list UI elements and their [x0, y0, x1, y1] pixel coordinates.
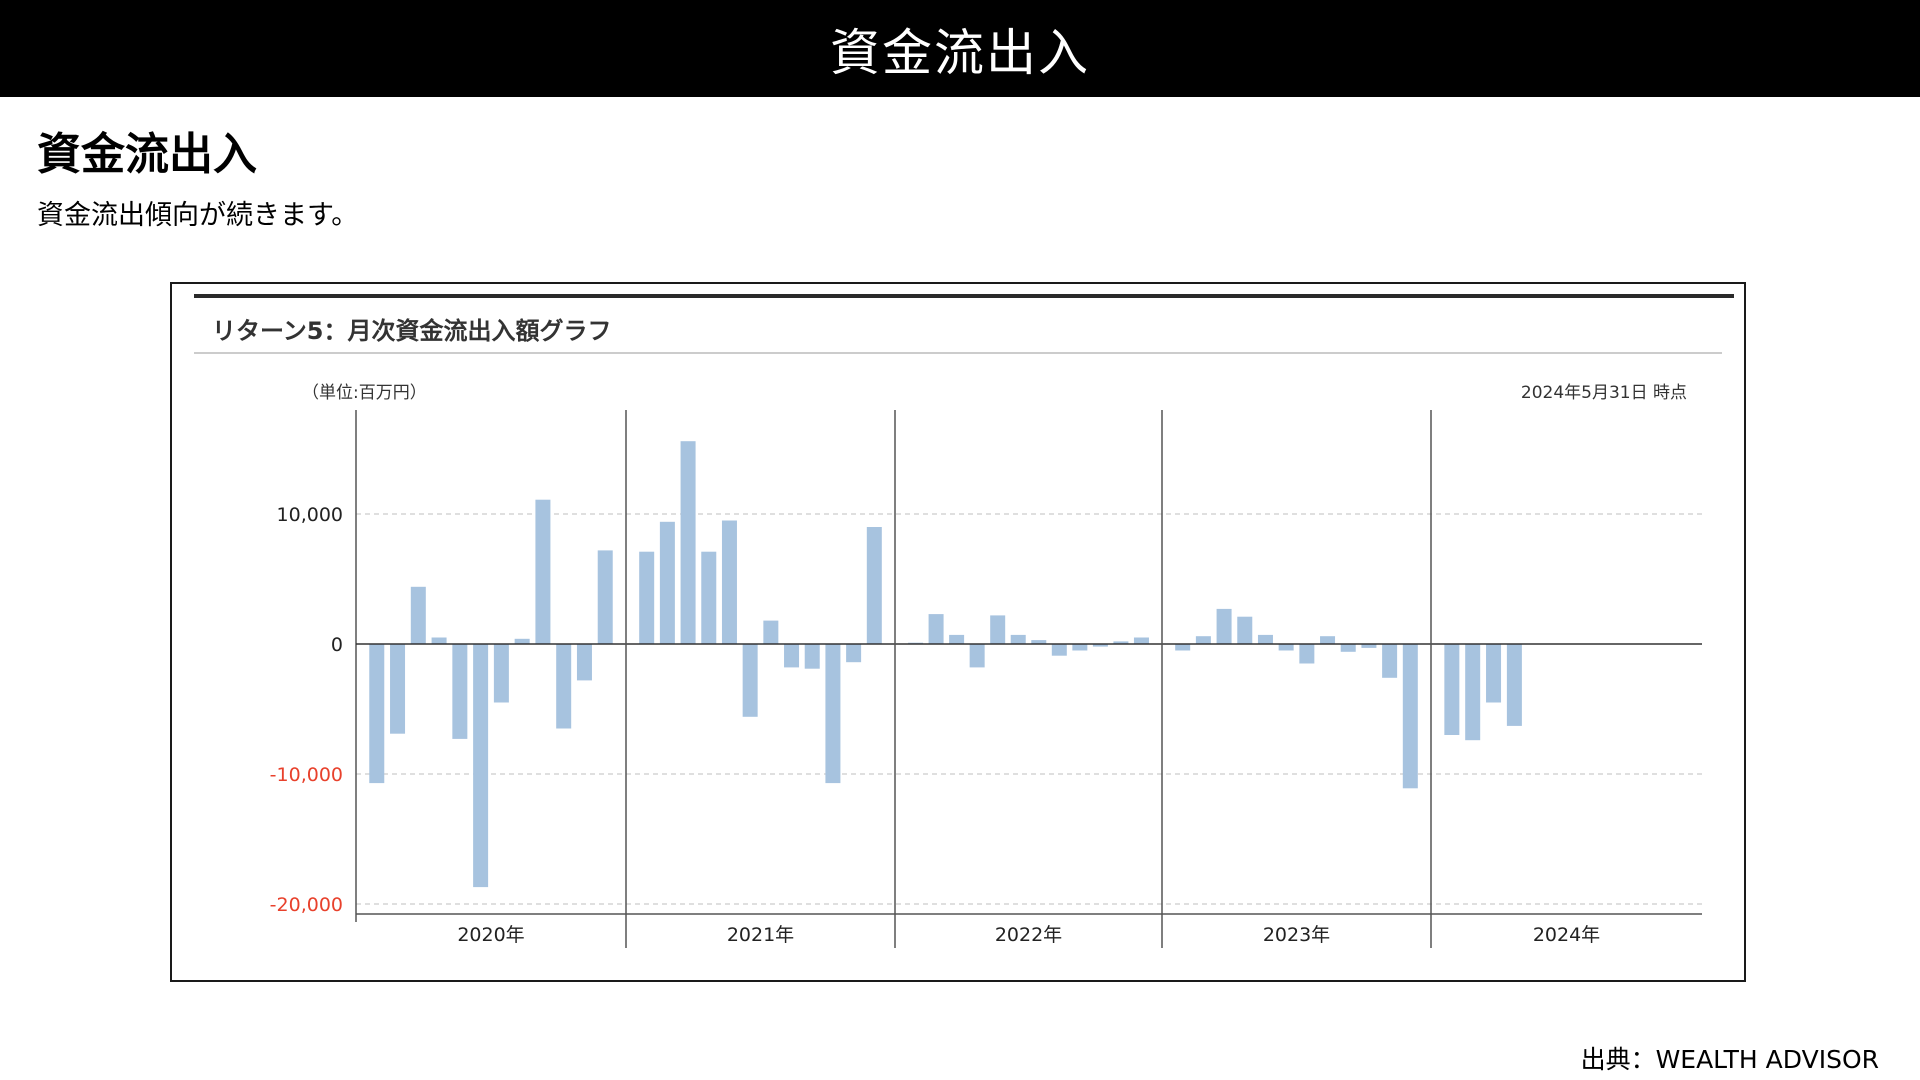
- bar-2022-05: [990, 615, 1006, 644]
- chart-unit-label: （単位:百万円）: [302, 383, 427, 403]
- bar-2020-11: [576, 644, 592, 681]
- bar-2020-08: [514, 638, 530, 644]
- y-tick-label: 0: [331, 634, 343, 656]
- bar-2023-12: [1402, 644, 1418, 789]
- bar-2023-01: [1175, 644, 1191, 651]
- bar-2021-12: [866, 527, 882, 644]
- bar-2020-05: [452, 644, 468, 739]
- bar-2022-12: [1133, 637, 1149, 644]
- header-title: 資金流出入: [830, 23, 1090, 82]
- bar-2021-07: [763, 620, 779, 644]
- bar-2020-12: [597, 550, 613, 644]
- bar-2022-06: [1010, 634, 1026, 644]
- y-tick-labels: 10,000 0 -10,000 -20,000: [270, 504, 343, 916]
- bar-2023-07: [1299, 644, 1315, 664]
- bar-2023-03: [1216, 608, 1232, 644]
- bar-2022-04: [969, 644, 985, 668]
- bar-2024-04: [1506, 644, 1522, 726]
- x-tick-labels: 2020年 2021年 2022年 2023年 2024年: [457, 924, 1600, 946]
- bar-2021-05: [721, 520, 737, 644]
- bar-2021-06: [742, 644, 758, 717]
- bar-2020-10: [556, 644, 572, 729]
- bar-2020-03: [410, 586, 426, 644]
- bar-2022-10: [1092, 644, 1108, 647]
- source-credit: 出典：WEALTH ADVISOR: [1580, 1045, 1879, 1074]
- header-bar: 資金流出入: [0, 0, 1920, 97]
- bar-2020-06: [473, 644, 489, 888]
- bar-2022-02: [928, 614, 944, 644]
- x-tick-label: 2023年: [1263, 924, 1330, 946]
- y-tick-label: 10,000: [277, 504, 343, 526]
- bar-2020-02: [390, 644, 406, 734]
- bar-2021-04: [701, 551, 717, 644]
- bar-2023-04: [1237, 616, 1253, 644]
- y-tick-label: -20,000: [270, 894, 343, 916]
- bar-series: [369, 441, 1522, 888]
- bar-2020-09: [535, 499, 551, 644]
- bar-2022-09: [1072, 644, 1088, 651]
- page-description: 資金流出傾向が続きます。: [37, 200, 359, 231]
- bar-2020-04: [431, 637, 447, 644]
- bar-2022-03: [949, 634, 965, 644]
- x-tick-label: 2024年: [1533, 924, 1600, 946]
- chart-frame: リターン5：月次資金流出入額グラフ （単位:百万円） 2024年5月31日 時点…: [170, 282, 1746, 982]
- bar-2022-11: [1113, 641, 1129, 644]
- bar-2020-07: [493, 644, 509, 703]
- page-title: 資金流出入: [37, 129, 257, 180]
- chart-axes: [355, 410, 1702, 948]
- bar-2023-10: [1361, 644, 1377, 648]
- x-tick-label: 2021年: [727, 924, 794, 946]
- bar-2021-09: [804, 644, 820, 669]
- chart-as-of-label: 2024年5月31日 時点: [1521, 383, 1687, 403]
- bar-2021-01: [639, 551, 655, 644]
- x-tick-label: 2020年: [457, 924, 524, 946]
- chart-title: リターン5：月次資金流出入額グラフ: [212, 317, 612, 345]
- bar-2023-02: [1195, 636, 1211, 644]
- bar-2023-08: [1320, 636, 1336, 644]
- bar-2024-01: [1444, 644, 1460, 735]
- bar-2023-06: [1278, 644, 1294, 651]
- bar-2021-03: [680, 441, 696, 644]
- bar-2022-08: [1051, 644, 1067, 656]
- bar-2021-08: [784, 644, 800, 668]
- y-tick-label: -10,000: [270, 764, 343, 786]
- bar-2024-02: [1465, 644, 1481, 741]
- bar-2023-09: [1340, 644, 1356, 652]
- chart-svg: リターン5：月次資金流出入額グラフ （単位:百万円） 2024年5月31日 時点…: [194, 294, 1734, 948]
- bar-2021-02: [659, 521, 675, 644]
- bar-2021-10: [825, 644, 841, 784]
- bar-2023-05: [1257, 634, 1273, 644]
- bar-2020-01: [369, 644, 385, 784]
- bar-2023-11: [1382, 644, 1398, 678]
- bar-2021-11: [846, 644, 862, 663]
- bar-2022-07: [1031, 640, 1047, 644]
- bar-2024-03: [1486, 644, 1502, 703]
- x-tick-label: 2022年: [995, 924, 1062, 946]
